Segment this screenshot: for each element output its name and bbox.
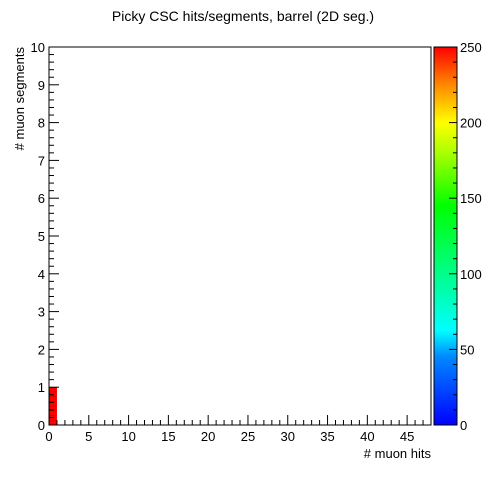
x-tick-label: 15 — [161, 429, 175, 444]
x-tick-label: 30 — [281, 429, 295, 444]
x-tick-label: 20 — [201, 429, 215, 444]
y-tick-label: 6 — [38, 191, 45, 206]
x-tick-label: 5 — [85, 429, 92, 444]
x-tick-label: 45 — [400, 429, 414, 444]
colorbar-axis: 0 50 100 150 200 250 — [449, 40, 482, 433]
bins-layer — [49, 387, 57, 425]
colorbar-tick-label: 0 — [460, 418, 467, 433]
x-tick-label: 10 — [121, 429, 135, 444]
colorbar — [433, 46, 458, 426]
x-axis-label: # muon hits — [364, 446, 432, 461]
y-tick-label: 2 — [38, 342, 45, 357]
y-tick-label: 8 — [38, 116, 45, 131]
x-tick-label: 35 — [320, 429, 334, 444]
colorbar-tick-label: 100 — [460, 267, 482, 282]
y-tick-label: 1 — [38, 380, 45, 395]
colorbar-tick-label: 250 — [460, 40, 482, 55]
y-tick-label: 0 — [38, 418, 45, 433]
colorbar-tick-label: 200 — [460, 116, 482, 131]
plot-frame — [48, 46, 432, 426]
x-tick-label: 40 — [360, 429, 374, 444]
y-axis-label: # muon segments — [12, 47, 27, 151]
x-tick-label: 25 — [241, 429, 255, 444]
y-tick-label: 9 — [38, 78, 45, 93]
colorbar-tick-label: 150 — [460, 191, 482, 206]
y-tick-label: 4 — [38, 267, 45, 282]
y-tick-label: 3 — [38, 305, 45, 320]
y-tick-label: 5 — [38, 229, 45, 244]
chart-title: Picky CSC hits/segments, barrel (2D seg.… — [112, 8, 374, 24]
x-tick-label: 0 — [45, 429, 52, 444]
colorbar-tick-label: 50 — [460, 342, 474, 357]
y-tick-label: 10 — [31, 40, 45, 55]
y-tick-label: 7 — [38, 153, 45, 168]
plot-background — [49, 47, 431, 425]
